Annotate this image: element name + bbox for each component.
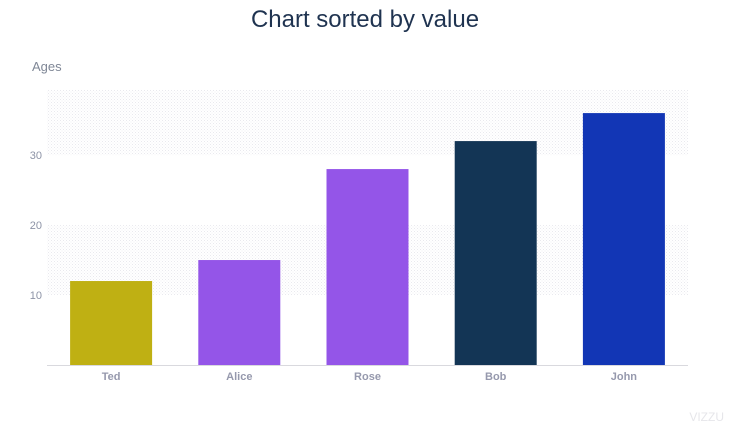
bar-rose[interactable]: [326, 169, 409, 365]
y-tick-label: 10: [30, 290, 42, 302]
chart-title: Chart sorted by value: [250, 6, 480, 33]
grid-band: [47, 90, 688, 156]
y-axis-title: Ages: [32, 59, 62, 74]
bar-ted[interactable]: [70, 281, 153, 365]
x-tick-label: Alice: [226, 371, 252, 383]
y-tick-labels: 10 20 30: [30, 150, 42, 302]
y-tick-label: 30: [30, 150, 42, 162]
x-category-labels: Ted Alice Rose Bob John: [102, 371, 638, 383]
bar-john[interactable]: [582, 113, 665, 365]
bar-bob[interactable]: [454, 141, 537, 365]
x-tick-label: Ted: [102, 371, 121, 383]
watermark: VIZZU: [689, 410, 724, 424]
x-tick-label: Rose: [354, 371, 381, 383]
x-tick-label: John: [611, 371, 638, 383]
x-tick-label: Bob: [485, 371, 507, 383]
y-tick-label: 20: [30, 220, 42, 232]
bar-series: [70, 113, 665, 365]
bar-alice[interactable]: [198, 260, 281, 365]
